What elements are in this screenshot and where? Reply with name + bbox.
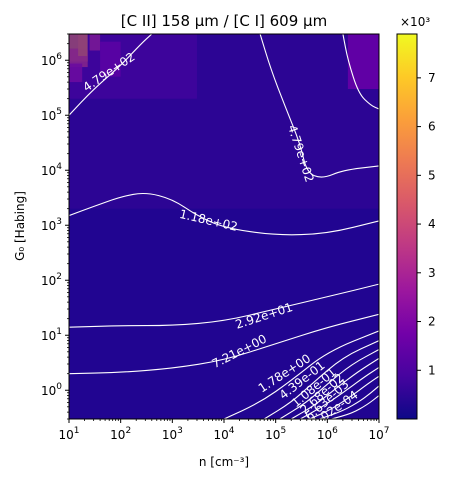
y-axis-ticks: 100 101 102 103 104 105 106: [41, 33, 69, 420]
colorbar-tick-label: 4: [428, 217, 436, 231]
contour-line: [263, 340, 379, 419]
colorbar-ticks: 1 2 3 4 5 6 7: [417, 71, 436, 377]
y-tick-label: 105: [41, 107, 62, 123]
y-tick-label: 106: [41, 52, 62, 68]
contour-line: [331, 395, 379, 419]
contour-line: [223, 330, 379, 419]
contour-line: [69, 192, 379, 236]
contour-line: [290, 357, 379, 419]
contour-lines: [69, 34, 379, 419]
contour-line: [69, 283, 379, 328]
y-tick-label: 100: [41, 382, 62, 398]
y-tick-label: 101: [41, 327, 62, 343]
x-axis-label: n [cm⁻³]: [199, 455, 249, 469]
contour-line: [309, 375, 379, 419]
x-tick-label: 101: [58, 426, 79, 442]
contour-line: [69, 313, 379, 375]
colorbar-gradient: [396, 33, 418, 420]
x-tick-label: 105: [265, 426, 286, 442]
x-tick-label: 103: [162, 426, 183, 442]
contour-line: [259, 34, 379, 178]
contour-line: [279, 349, 379, 419]
x-tick-label: 107: [368, 426, 389, 442]
x-axis-ticks: 101 102 103 104 105 106 107: [58, 419, 390, 442]
heatmap-cell: [347, 34, 379, 89]
y-tick-label: 102: [41, 272, 62, 288]
chart-title: [C II] 158 μm / [C I] 609 μm: [121, 12, 327, 30]
y-tick-label: 103: [41, 217, 62, 233]
x-tick-label: 104: [213, 426, 234, 442]
contour-line: [319, 385, 379, 419]
colorbar: 1 2 3 4 5 6 7 ×10³: [396, 15, 436, 420]
colorbar-tick-label: 1: [428, 363, 436, 377]
colorbar-tick-label: 6: [428, 120, 436, 134]
plot-area: 4.79e+024.79e+021.18e+022.92e+017.21e+00…: [68, 33, 380, 430]
x-tick-label: 102: [110, 426, 131, 442]
contour-line: [342, 34, 379, 110]
y-tick-label: 104: [41, 162, 62, 178]
contour-line: [300, 366, 379, 419]
colorbar-tick-label: 5: [428, 168, 436, 182]
y-axis-label: G₀ [Habing]: [13, 191, 27, 261]
contour-line: [69, 34, 153, 116]
colorbar-tick-label: 3: [428, 266, 436, 280]
heatmap-cells: [69, 34, 379, 419]
colorbar-scale-label: ×10³: [400, 15, 430, 29]
heatmap-cell: [69, 34, 197, 99]
colorbar-tick-label: 7: [428, 71, 436, 85]
x-tick-label: 106: [317, 426, 338, 442]
colorbar-tick-label: 2: [428, 315, 436, 329]
